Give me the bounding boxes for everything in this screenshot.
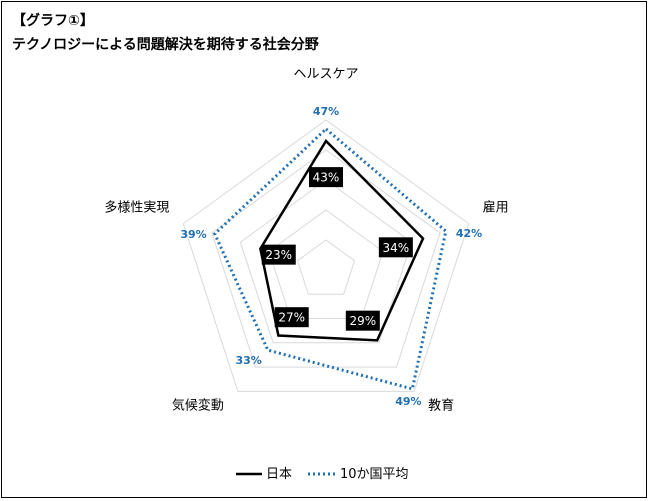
avg-value-label-1: 42%: [456, 227, 482, 240]
chart-label: 【グラフ①】: [12, 13, 94, 29]
japan-value-box-4: [261, 244, 296, 265]
avg-value-label-2: 49%: [395, 395, 421, 408]
series-line-0: [259, 138, 425, 342]
series-line-1: [212, 126, 448, 391]
avg-value-label-3: 33%: [235, 354, 261, 367]
grid-ring-3: [239, 179, 413, 344]
category-label-4: 多様性実現: [104, 200, 169, 216]
category-label-1: 雇用: [483, 200, 509, 216]
japan-value-box-1: [378, 237, 413, 258]
grid-ring-5: [182, 119, 470, 392]
grid-ring-1: [296, 239, 356, 295]
japan-value-box-3: [274, 307, 309, 328]
japan-value-label-1: 34%: [383, 241, 410, 255]
avg-value-label-0: 47%: [313, 105, 339, 118]
japan-value-box-2: [345, 310, 380, 331]
japan-value-label-3: 27%: [278, 311, 305, 325]
legend-label-0: 日本: [266, 467, 292, 482]
japan-value-label-0: 43%: [313, 171, 340, 185]
grid-ring-4: [211, 149, 441, 368]
legend-label-1: 10か国平均: [340, 467, 409, 482]
category-label-3: 気候変動: [172, 397, 224, 413]
avg-value-label-4: 39%: [180, 228, 206, 241]
category-label-2: 教育: [428, 397, 454, 413]
category-label-0: ヘルスケア: [293, 67, 358, 82]
grid-ring-2: [268, 209, 384, 320]
japan-value-box-0: [309, 167, 343, 188]
japan-value-label-4: 23%: [265, 248, 292, 262]
chart-title: テクノロジーによる問題解決を期待する社会分野: [12, 37, 319, 53]
japan-value-label-2: 29%: [349, 314, 376, 328]
